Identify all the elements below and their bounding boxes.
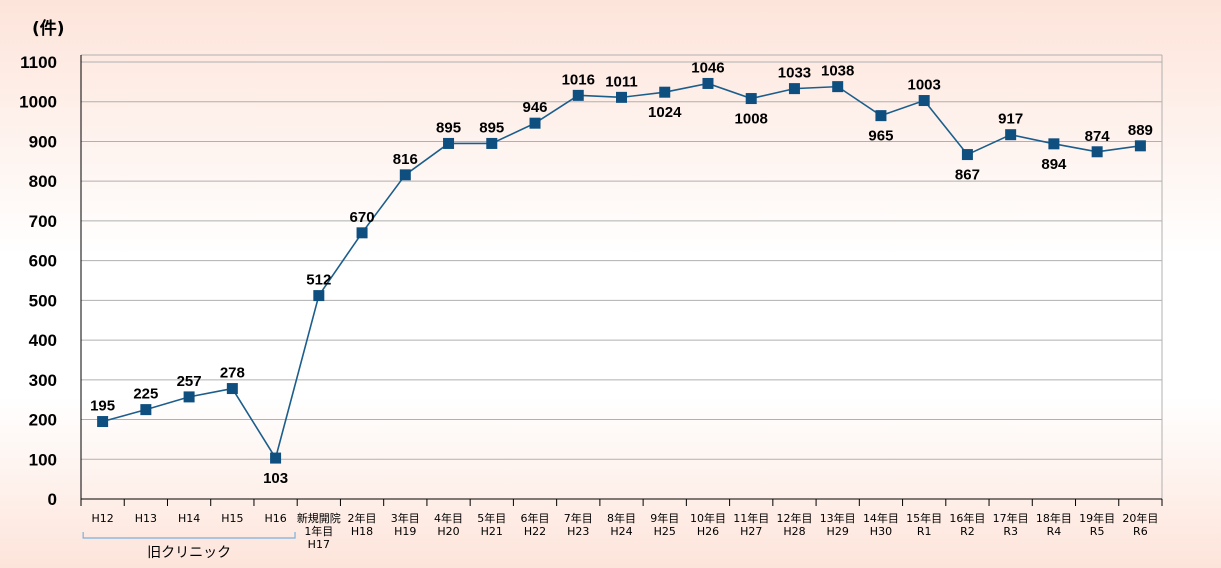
x-tick-label: 6年目 H22 <box>521 511 550 538</box>
data-label: 225 <box>133 386 158 403</box>
data-point <box>183 391 195 403</box>
x-tick-label: H16 <box>264 512 286 525</box>
x-tick-label: 16年目 R2 <box>949 511 985 538</box>
x-tick-label: 15年目 R1 <box>906 511 942 538</box>
x-tick-label: H15 <box>221 512 243 525</box>
x-tick-label: 14年目 H30 <box>863 511 899 538</box>
x-tick-label: 11年目 H27 <box>733 511 769 538</box>
data-label: 1008 <box>735 111 768 128</box>
data-point <box>1048 138 1060 150</box>
data-label: 195 <box>90 398 115 415</box>
group-bracket-label: 旧クリニック <box>147 545 231 561</box>
data-point <box>313 290 325 302</box>
x-tick-label: H12 <box>91 512 113 525</box>
x-tick-label: 7年目 H23 <box>564 511 593 538</box>
data-point <box>659 86 671 98</box>
x-tick-label: 3年目 H19 <box>391 511 420 538</box>
x-tick-label: H13 <box>135 512 157 525</box>
x-tick-label: 2年目 H18 <box>348 511 377 538</box>
data-label: 1003 <box>907 77 940 94</box>
data-label: 965 <box>868 128 893 145</box>
data-point <box>961 149 973 161</box>
x-tick-label: 13年目 H29 <box>820 511 856 538</box>
data-label: 1038 <box>821 63 854 80</box>
data-label: 257 <box>177 373 202 390</box>
x-tick-label: 20年目 R6 <box>1122 511 1158 538</box>
y-tick-label: 1100 <box>20 53 57 72</box>
y-tick-label: 600 <box>29 252 57 271</box>
y-tick-label: 200 <box>29 411 57 430</box>
x-tick-label: 新規開院 1年目 H17 <box>297 511 341 551</box>
data-point <box>572 89 584 101</box>
data-label: 1024 <box>648 104 682 121</box>
y-tick-label: 900 <box>29 132 57 151</box>
data-point <box>529 117 541 129</box>
data-label: 895 <box>479 119 504 136</box>
y-tick-label: 1000 <box>19 93 57 112</box>
data-label: 894 <box>1041 156 1067 173</box>
data-point <box>443 137 455 149</box>
data-label: 278 <box>220 365 245 382</box>
data-label: 816 <box>393 151 418 168</box>
data-label: 670 <box>350 209 375 226</box>
y-tick-label: 500 <box>29 291 57 310</box>
data-label: 874 <box>1085 128 1111 145</box>
x-tick-label: 9年目 H25 <box>650 511 679 538</box>
data-label: 1011 <box>605 73 638 90</box>
data-point <box>702 77 714 89</box>
data-point <box>226 383 238 395</box>
data-point <box>832 81 844 93</box>
data-point <box>1091 146 1103 158</box>
data-point <box>616 91 627 103</box>
x-tick-label: 4年目 H20 <box>434 511 463 538</box>
data-label: 867 <box>955 167 980 184</box>
y-tick-label: 0 <box>48 490 57 509</box>
y-tick-label: 800 <box>29 172 57 191</box>
data-label: 1033 <box>778 65 811 82</box>
group-bracket <box>82 532 296 539</box>
data-point <box>140 404 152 416</box>
data-point <box>788 83 800 95</box>
data-point <box>270 452 282 464</box>
data-label: 1016 <box>562 71 595 88</box>
x-tick-label: 17年目 R3 <box>993 511 1029 538</box>
data-point <box>745 93 757 105</box>
y-tick-label: 700 <box>29 212 57 231</box>
data-label: 512 <box>306 272 331 289</box>
data-point <box>399 169 411 181</box>
x-tick-label: 5年目 H21 <box>477 511 506 538</box>
x-tick-label: 12年目 H28 <box>776 511 812 538</box>
data-point <box>356 227 368 239</box>
y-unit-label: (件) <box>32 18 65 39</box>
data-point <box>918 95 930 107</box>
data-point <box>1005 129 1017 141</box>
data-point <box>1134 140 1146 152</box>
y-tick-label: 400 <box>29 331 57 350</box>
data-label: 889 <box>1128 122 1153 139</box>
x-tick-label: H14 <box>178 512 200 525</box>
data-label: 946 <box>523 99 548 116</box>
data-point <box>875 110 887 122</box>
x-tick-label: 19年目 R5 <box>1079 511 1115 538</box>
data-point <box>486 137 498 149</box>
y-tick-label: 300 <box>29 371 57 390</box>
x-tick-label: 10年目 H26 <box>690 511 726 538</box>
x-tick-label: 8年目 H24 <box>607 511 636 538</box>
data-label: 1046 <box>691 59 724 76</box>
x-tick-label: 18年目 R4 <box>1036 511 1072 538</box>
series-line <box>102 82 1141 461</box>
y-tick-label: 100 <box>29 450 57 469</box>
data-label: 917 <box>998 111 1023 128</box>
data-point <box>97 416 109 428</box>
data-label: 103 <box>263 470 288 487</box>
data-label: 895 <box>436 119 461 136</box>
